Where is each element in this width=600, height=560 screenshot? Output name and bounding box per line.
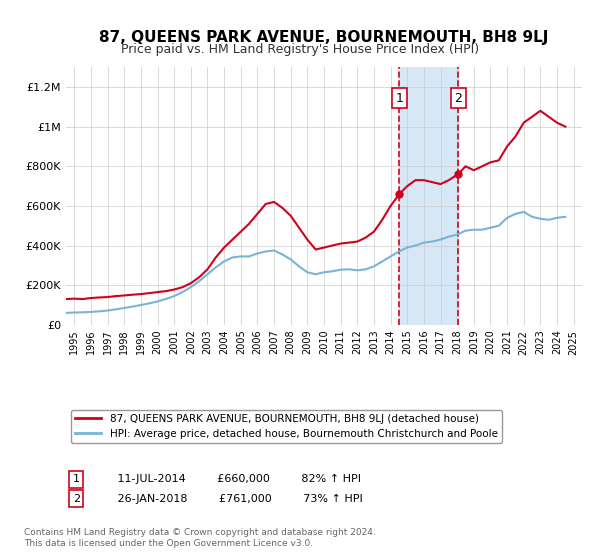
Text: 1: 1 — [73, 474, 80, 484]
Text: Contains HM Land Registry data © Crown copyright and database right 2024.
This d: Contains HM Land Registry data © Crown c… — [24, 528, 376, 548]
Text: 26-JAN-2018         £761,000         73% ↑ HPI: 26-JAN-2018 £761,000 73% ↑ HPI — [107, 494, 363, 503]
Legend: 87, QUEENS PARK AVENUE, BOURNEMOUTH, BH8 9LJ (detached house), HPI: Average pric: 87, QUEENS PARK AVENUE, BOURNEMOUTH, BH8… — [71, 410, 502, 443]
Text: Price paid vs. HM Land Registry's House Price Index (HPI): Price paid vs. HM Land Registry's House … — [121, 43, 479, 56]
Text: 2: 2 — [454, 92, 462, 105]
Text: 2: 2 — [73, 494, 80, 503]
Text: 11-JUL-2014         £660,000         82% ↑ HPI: 11-JUL-2014 £660,000 82% ↑ HPI — [107, 474, 361, 484]
Bar — [400, 67, 458, 325]
Title: 87, QUEENS PARK AVENUE, BOURNEMOUTH, BH8 9LJ: 87, QUEENS PARK AVENUE, BOURNEMOUTH, BH8… — [100, 30, 548, 45]
Text: 1: 1 — [395, 92, 403, 105]
